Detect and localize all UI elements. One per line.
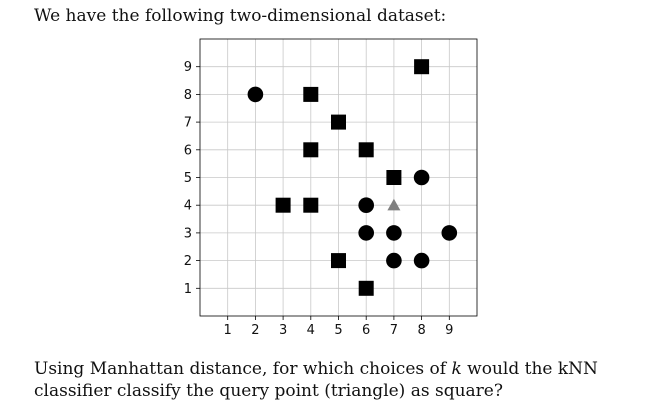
y-tick-label-9: 9 — [184, 60, 192, 75]
square-point-6-1 — [358, 280, 374, 296]
square-point-7-5 — [386, 170, 402, 185]
square-point-6-6 — [358, 142, 374, 158]
intro-text: We have the following two-dimensional da… — [34, 6, 447, 26]
triangle-point-7-4 — [387, 198, 401, 211]
circle-point-8-2 — [413, 252, 430, 269]
y-tick-label-7: 7 — [184, 116, 192, 131]
circle-point-6-3 — [358, 225, 375, 241]
y-tick-label-2: 2 — [184, 254, 192, 269]
circle-point-8-5 — [413, 169, 430, 186]
circle-point-7-2 — [386, 252, 402, 269]
x-tick-label-4: 4 — [307, 323, 315, 338]
x-tick-label-7: 7 — [390, 323, 398, 338]
x-tick-label-1: 1 — [224, 323, 232, 338]
x-tick-label-9: 9 — [445, 323, 453, 338]
circle-point-2-8 — [247, 86, 264, 103]
x-tick-label-3: 3 — [279, 323, 287, 338]
y-tick-label-6: 6 — [184, 143, 192, 158]
square-point-5-2 — [331, 253, 346, 269]
x-tick-label-2: 2 — [251, 323, 259, 338]
question-part1: Using Manhattan distance, for which choi… — [34, 359, 452, 379]
circle-point-6-4 — [358, 197, 375, 213]
data-points — [247, 59, 458, 296]
axis-ticks: 1 2 3 4 5 6 7 8 9 1 2 3 4 5 6 7 8 9 — [184, 60, 454, 338]
scatter-plot: 1 2 3 4 5 6 7 8 9 1 2 3 4 5 6 7 8 9 — [184, 38, 478, 338]
question-text: Using Manhattan distance, for which choi… — [34, 358, 644, 402]
square-point-4-8 — [303, 86, 319, 102]
y-tick-label-5: 5 — [184, 171, 192, 186]
y-tick-label-1: 1 — [184, 282, 192, 297]
square-point-4-4 — [303, 197, 319, 213]
y-tick-label-3: 3 — [184, 226, 192, 241]
y-tick-label-8: 8 — [184, 88, 192, 103]
square-point-8-9 — [414, 59, 430, 75]
x-tick-label-5: 5 — [334, 323, 342, 338]
x-tick-label-6: 6 — [362, 323, 370, 338]
y-tick-label-4: 4 — [184, 199, 192, 214]
circle-point-9-3 — [441, 225, 458, 241]
square-point-3-4 — [275, 197, 291, 213]
grid — [200, 39, 477, 316]
square-point-5-7 — [331, 114, 346, 130]
question-k: k — [451, 359, 462, 379]
square-point-4-6 — [303, 142, 319, 158]
question-part2: would the kNN classifier classify the qu… — [34, 359, 598, 401]
circle-point-7-3 — [386, 225, 402, 241]
x-tick-label-8: 8 — [417, 323, 425, 338]
